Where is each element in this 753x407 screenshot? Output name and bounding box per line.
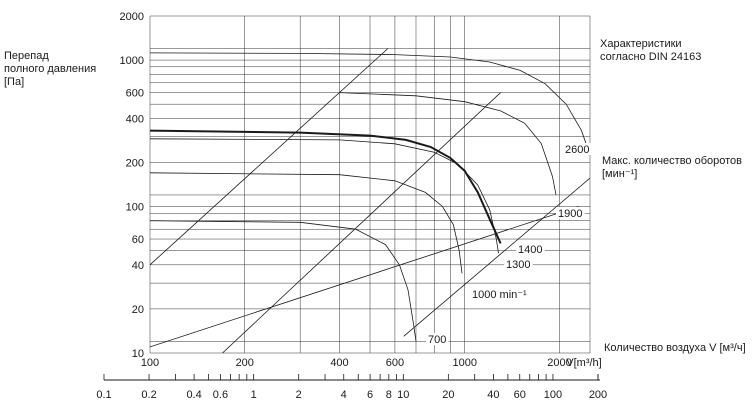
x-tick-label: 100	[141, 357, 159, 369]
fan-curve-1000	[150, 172, 463, 274]
system-line	[222, 92, 501, 353]
secondary-tick-label: 10	[397, 389, 409, 401]
curve-label-700: 700	[428, 334, 446, 346]
y-tick-label: 200	[126, 157, 144, 169]
secondary-tick-label: 40	[487, 389, 499, 401]
secondary-tick-label: 60	[514, 389, 526, 401]
secondary-tick-label: 6	[367, 389, 373, 401]
din-annotation: Характеристики согласно DIN 24163	[600, 38, 702, 63]
rpm-limit-line	[403, 177, 590, 337]
fan-curve-700	[150, 220, 417, 342]
secondary-tick-label: 100	[544, 389, 562, 401]
curve-label-bg	[563, 143, 592, 155]
secondary-tick-label: 0.6	[213, 389, 228, 401]
air-volume-annotation: Количество воздуха V [м³/ч]	[604, 342, 746, 354]
x-tick-label: 600	[386, 357, 404, 369]
x-tick-label: 1000	[453, 357, 477, 369]
y-tick-label: 40	[132, 260, 144, 272]
fan-curve-1900	[339, 92, 557, 195]
y-tick-label: 100	[126, 202, 144, 214]
secondary-tick-label: 1	[251, 389, 257, 401]
secondary-tick-label: 200	[589, 389, 607, 401]
y-tick-label: 600	[126, 88, 144, 100]
secondary-tick-label: 4	[341, 389, 347, 401]
curve-label-bg	[470, 288, 536, 300]
secondary-tick-label: 20	[442, 389, 454, 401]
y-axis-label: Перепад полного давления [Па]	[4, 50, 97, 88]
x-axis-label: V[m³/h]	[566, 357, 601, 369]
secondary-tick-label: 0.2	[141, 389, 156, 401]
fan-curve-1400	[150, 129, 502, 244]
curve-label-bg	[556, 207, 585, 219]
curve-label-1000: 1000 min⁻¹	[472, 289, 527, 301]
curve-label-bg	[504, 258, 533, 270]
y-tick-label: 10	[132, 348, 144, 360]
curve-label-1400: 1400	[518, 244, 542, 256]
y-tick-label: 60	[132, 234, 144, 246]
y-tick-label: 400	[126, 113, 144, 125]
curve-label-bg	[426, 333, 449, 345]
system-line	[150, 206, 579, 348]
x-tick-label: 400	[330, 357, 348, 369]
curve-label-1900: 1900	[558, 208, 582, 220]
system-line	[150, 48, 389, 266]
secondary-tick-label: 8	[386, 389, 392, 401]
secondary-tick-label: 0.1	[96, 389, 111, 401]
curve-label-1300: 1300	[506, 259, 530, 271]
x-tick-label: 2000	[547, 357, 571, 369]
fan-curve-1300	[150, 138, 499, 254]
fan-curve-2600	[150, 52, 590, 156]
y-tick-label: 1000	[120, 55, 144, 67]
x-tick-label: 200	[236, 357, 254, 369]
curve-label-bg	[516, 243, 545, 255]
y-tick-label: 2000	[120, 11, 144, 23]
secondary-tick-label: 0.4	[186, 389, 201, 401]
curve-label-2600: 2600	[565, 144, 589, 156]
max-rpm-annotation: Макс. количество оборотов [мин⁻¹]	[602, 155, 743, 180]
y-tick-label: 20	[132, 304, 144, 316]
secondary-tick-label: 2	[296, 389, 302, 401]
